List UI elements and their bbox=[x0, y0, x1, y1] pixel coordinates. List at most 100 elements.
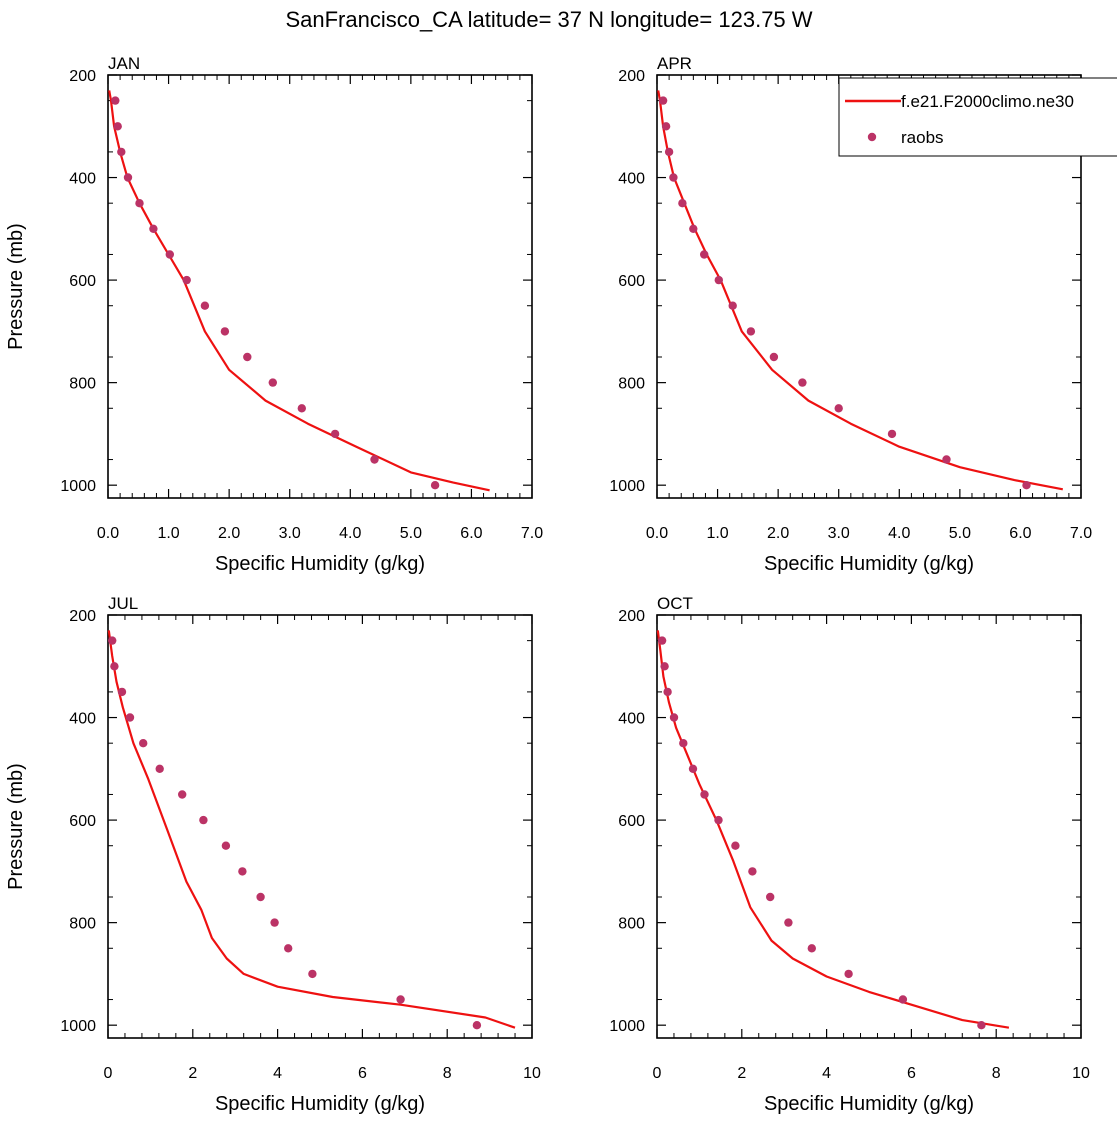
figure-title: SanFrancisco_CA latitude= 37 N longitude… bbox=[285, 7, 812, 32]
raobs-point bbox=[108, 636, 117, 645]
panel-label: APR bbox=[657, 54, 692, 73]
legend-model-label: f.e21.F2000climo.ne30 bbox=[901, 92, 1074, 111]
raobs-point bbox=[110, 662, 119, 671]
y-tick-label: 1000 bbox=[609, 478, 645, 495]
x-tick-label: 5.0 bbox=[949, 525, 971, 542]
x-tick-label: 4.0 bbox=[339, 525, 361, 542]
raobs-point bbox=[155, 764, 164, 773]
raobs-point bbox=[123, 173, 133, 182]
raobs-point bbox=[769, 352, 779, 362]
y-tick-label: 200 bbox=[618, 608, 645, 625]
raobs-point bbox=[200, 301, 210, 310]
y-tick-label: 200 bbox=[69, 608, 96, 625]
x-tick-label: 8 bbox=[992, 1065, 1001, 1082]
x-axis-label: Specific Humidity (g/kg) bbox=[764, 553, 974, 575]
y-tick-label: 200 bbox=[69, 68, 96, 85]
raobs-point bbox=[784, 918, 793, 927]
raobs-point bbox=[798, 378, 807, 387]
raobs-point bbox=[472, 1020, 482, 1030]
raobs-point bbox=[1022, 481, 1031, 490]
y-tick-label: 200 bbox=[618, 68, 645, 85]
raobs-point bbox=[221, 841, 231, 850]
raobs-point bbox=[430, 481, 440, 490]
x-tick-label: 7.0 bbox=[521, 525, 543, 542]
raobs-point bbox=[370, 455, 379, 464]
x-tick-label: 7.0 bbox=[1070, 525, 1092, 542]
x-tick-label: 1.0 bbox=[706, 525, 728, 542]
y-tick-label: 400 bbox=[69, 171, 96, 188]
model-profile-line bbox=[107, 630, 516, 1029]
x-tick-label: 2 bbox=[188, 1065, 197, 1082]
x-axis-label: Specific Humidity (g/kg) bbox=[215, 553, 425, 575]
raobs-point bbox=[661, 122, 671, 131]
panel-label: JUL bbox=[108, 594, 138, 613]
raobs-point bbox=[330, 429, 340, 439]
x-tick-label: 5.0 bbox=[400, 525, 422, 542]
raobs-point bbox=[714, 275, 723, 285]
x-tick-label: 1.0 bbox=[157, 525, 179, 542]
raobs-point bbox=[139, 739, 148, 748]
raobs-point bbox=[657, 636, 667, 645]
raobs-point bbox=[111, 96, 120, 105]
raobs-point bbox=[679, 739, 688, 748]
y-tick-label: 800 bbox=[69, 376, 96, 393]
y-axis-label: Pressure (mb) bbox=[5, 763, 27, 890]
raobs-point bbox=[125, 713, 135, 722]
x-tick-label: 3.0 bbox=[279, 525, 301, 542]
raobs-point bbox=[660, 662, 669, 671]
x-tick-label: 2.0 bbox=[767, 525, 789, 542]
raobs-point bbox=[977, 1020, 986, 1030]
raobs-point bbox=[165, 250, 174, 259]
panel-jul: JUL 0 2 4 6 8 10 200 400 600 800 1000 Specific Humid… bbox=[5, 594, 541, 1115]
raobs-point bbox=[678, 199, 687, 208]
x-tick-label: 8 bbox=[443, 1065, 452, 1082]
x-tick-label: 6.0 bbox=[1009, 525, 1031, 542]
plot-frame bbox=[107, 74, 533, 499]
x-axis-label: Specific Humidity (g/kg) bbox=[764, 1093, 974, 1115]
raobs-point bbox=[663, 687, 672, 697]
y-tick-label: 1000 bbox=[60, 1018, 96, 1035]
raobs-point bbox=[898, 995, 908, 1004]
panel-oct: OCT 0 2 4 6 8 10 200 400 600 800 1000 Specific Humid… bbox=[609, 594, 1090, 1115]
x-tick-label: 10 bbox=[1072, 1065, 1090, 1082]
y-tick-label: 800 bbox=[69, 916, 96, 933]
raobs-point bbox=[664, 147, 674, 157]
x-tick-label: 6 bbox=[358, 1065, 367, 1082]
raobs-point bbox=[669, 173, 678, 182]
raobs-point bbox=[396, 995, 405, 1004]
raobs-point bbox=[243, 352, 252, 362]
x-tick-label: 4 bbox=[273, 1065, 282, 1082]
raobs-point bbox=[149, 224, 158, 233]
x-tick-label: 2 bbox=[737, 1065, 746, 1082]
raobs-point bbox=[748, 867, 757, 876]
x-tick-label: 4 bbox=[822, 1065, 831, 1082]
y-tick-label: 400 bbox=[69, 711, 96, 728]
x-tick-label: 0.0 bbox=[97, 525, 119, 542]
raobs-point bbox=[113, 122, 122, 131]
raobs-point bbox=[700, 790, 709, 799]
raobs-point bbox=[689, 224, 698, 233]
y-axis-label: Pressure (mb) bbox=[5, 223, 27, 350]
model-profile-line bbox=[108, 90, 490, 492]
raobs-point bbox=[669, 713, 679, 722]
raobs-point bbox=[700, 250, 709, 259]
y-tick-label: 400 bbox=[618, 711, 645, 728]
raobs-point bbox=[728, 301, 737, 310]
y-tick-label: 600 bbox=[618, 273, 645, 290]
raobs-point bbox=[268, 378, 277, 387]
panel-jan: JAN 0.0 1.0 2.0 3.0 4.0 5.0 6.0 7.0 200 400 600 800 1… bbox=[5, 54, 543, 575]
legend: f.e21.F2000climo.ne30 raobs bbox=[838, 77, 1117, 157]
panel-label: OCT bbox=[657, 594, 693, 613]
y-tick-label: 800 bbox=[618, 916, 645, 933]
legend-box bbox=[838, 77, 1117, 157]
raobs-point bbox=[117, 687, 127, 697]
raobs-point bbox=[297, 404, 306, 413]
x-tick-label: 4.0 bbox=[888, 525, 910, 542]
raobs-point bbox=[270, 918, 279, 927]
raobs-point bbox=[746, 327, 756, 336]
raobs-point bbox=[807, 944, 816, 953]
plot-frame bbox=[107, 614, 533, 1039]
x-tick-label: 0.0 bbox=[646, 525, 668, 542]
raobs-point bbox=[135, 199, 144, 208]
